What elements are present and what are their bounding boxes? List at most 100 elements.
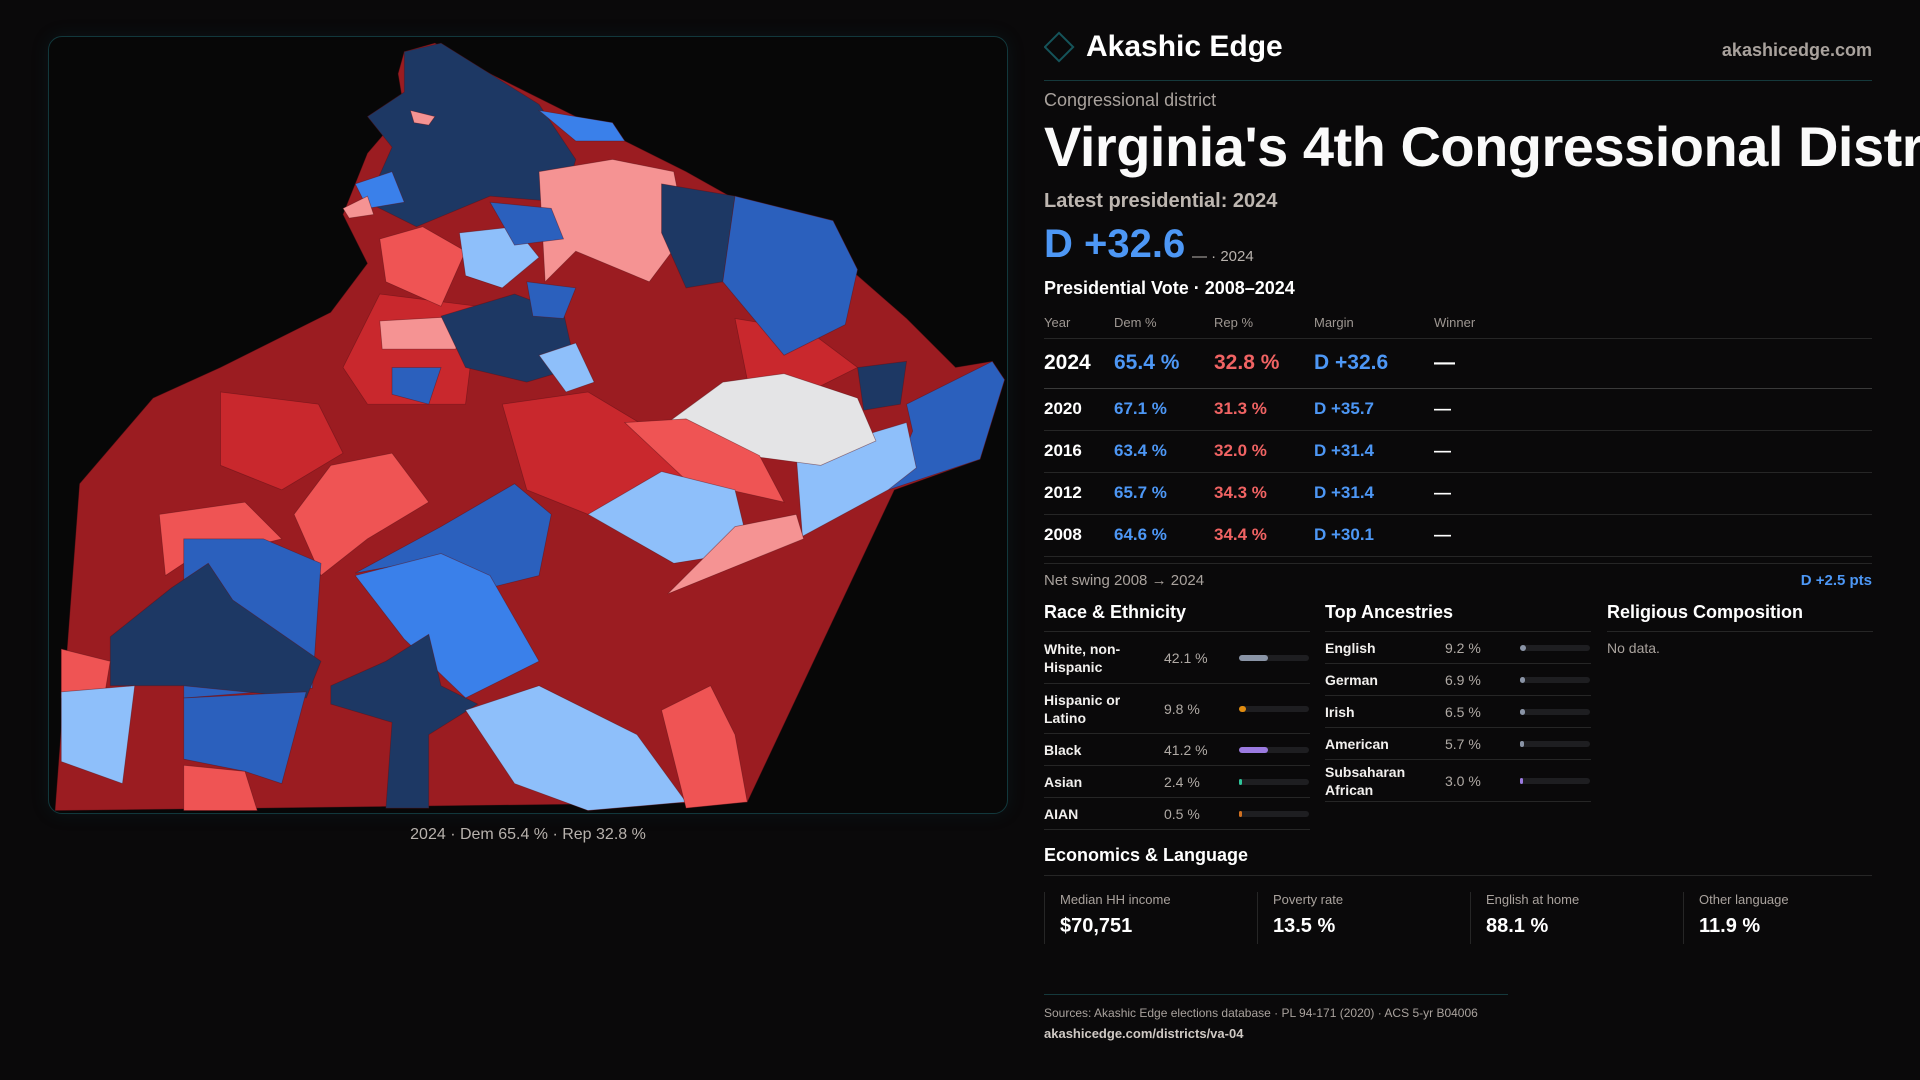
precinct-group[interactable]: [538, 342, 595, 393]
district-info-panel: Akashic Edge akashicedge.com Congression…: [1044, 0, 1920, 1080]
item-percent: 6.5 %: [1445, 703, 1481, 720]
stat-label: Poverty rate: [1273, 892, 1344, 907]
table-row: 2024 65.4 % 32.8 % D +32.6—: [1044, 338, 1872, 389]
col-rep: Rep %: [1214, 308, 1314, 339]
percent-bar-fill: [1520, 676, 1525, 683]
table-row: 2012 65.7 % 34.3 % D +31.4—: [1044, 472, 1872, 515]
stat-value: 13.5 %: [1273, 915, 1336, 937]
precinct-group[interactable]: [60, 685, 136, 785]
list-item: Subsaharan African 3.0 %: [1325, 760, 1591, 802]
item-percent: 9.8 %: [1164, 700, 1200, 717]
item-label: English: [1325, 639, 1376, 656]
cell-year: 2020: [1044, 388, 1114, 431]
percent-bar: [1520, 777, 1590, 784]
precinct-group[interactable]: [366, 42, 577, 228]
percent-bar-fill: [1239, 746, 1268, 753]
cell-rep: 31.3 %: [1214, 388, 1314, 431]
percent-bar-fill: [1239, 810, 1242, 817]
latest-margin: D +32.6: [1044, 222, 1186, 266]
precinct-group[interactable]: [661, 183, 736, 289]
diamond-icon: [1044, 31, 1075, 63]
item-label: White, non-Hispanic: [1044, 640, 1121, 675]
precinct-group[interactable]: [379, 315, 467, 350]
precinct-group[interactable]: [379, 226, 466, 307]
latest-presidential: Latest presidential: 2024: [1044, 190, 1278, 212]
cell-winner: —: [1434, 338, 1872, 389]
table-row: 2008 64.6 % 34.4 % D +30.1—: [1044, 514, 1872, 557]
precinct-group[interactable]: [526, 281, 577, 319]
cell-margin: D +35.7: [1314, 388, 1434, 431]
percent-bar-fill: [1520, 740, 1524, 747]
cell-margin: D +30.1: [1314, 514, 1434, 557]
precinct-group[interactable]: [887, 360, 1005, 491]
presidential-table: Year Dem % Rep % Margin Winner 2024 65.4 …: [1044, 308, 1872, 557]
percent-bar: [1520, 644, 1590, 651]
precinct-group[interactable]: [587, 471, 751, 564]
stat-value: $70,751: [1060, 915, 1133, 937]
stat-english: English at home 88.1 %: [1470, 892, 1683, 944]
cell-rep: 34.3 %: [1214, 472, 1314, 515]
list-item: Asian 2.4 %: [1044, 766, 1310, 798]
list-item: American 5.7 %: [1325, 728, 1591, 760]
list-item: German 6.9 %: [1325, 664, 1591, 696]
precinct-group[interactable]: [183, 764, 258, 811]
cell-dem: 64.6 %: [1114, 514, 1214, 557]
page-kicker: Congressional district: [1044, 90, 1217, 110]
page-url-link[interactable]: akashicedge.com/districts/va-04: [1044, 1026, 1244, 1041]
col-year: Year: [1044, 308, 1114, 339]
precinct-group[interactable]: [623, 418, 785, 503]
percent-bar: [1520, 708, 1590, 715]
table-row: 2016 63.4 % 32.0 % D +31.4—: [1044, 430, 1872, 473]
cell-year: 2008: [1044, 514, 1114, 557]
divider: [1044, 875, 1872, 876]
precinct-group[interactable]: [391, 367, 442, 405]
item-label: Black: [1044, 741, 1082, 758]
brand-name: Akashic Edge: [1086, 30, 1283, 63]
divider: [1044, 994, 1508, 995]
percent-bar-fill: [1239, 654, 1269, 661]
brand[interactable]: Akashic Edge: [1044, 30, 1283, 64]
precinct-group[interactable]: [667, 513, 805, 595]
col-winner: Winner: [1434, 308, 1872, 339]
item-label: AIAN: [1044, 805, 1079, 822]
presidential-heading: Presidential Vote · 2008–2024: [1044, 278, 1295, 298]
precinct-group[interactable]: [538, 159, 687, 283]
stat-value: 88.1 %: [1486, 915, 1549, 937]
precinct-group[interactable]: [489, 201, 565, 246]
ancestry-heading: Top Ancestries: [1325, 602, 1591, 632]
item-percent: 41.2 %: [1164, 741, 1208, 758]
precinct-group[interactable]: [342, 195, 375, 219]
precinct-map-svg[interactable]: [49, 37, 1007, 813]
item-percent: 5.7 %: [1445, 735, 1481, 752]
cell-winner: —: [1434, 388, 1872, 431]
percent-bar: [1239, 746, 1309, 753]
col-dem: Dem %: [1114, 308, 1214, 339]
sources: Sources: Akashic Edge elections database…: [1044, 1006, 1478, 1020]
item-percent: 2.4 %: [1164, 773, 1200, 790]
percent-bar-fill: [1239, 778, 1242, 785]
site-link[interactable]: akashicedge.com: [1721, 40, 1872, 60]
stat-label: Other language: [1699, 892, 1789, 907]
cell-margin: D +32.6: [1314, 338, 1434, 389]
stat-income: Median HH income $70,751: [1044, 892, 1257, 944]
district-map[interactable]: [48, 36, 1008, 814]
precinct-group[interactable]: [354, 553, 540, 699]
percent-bar-fill: [1520, 777, 1523, 784]
percent-bar: [1520, 676, 1590, 683]
stat-other-language: Other language 11.9 %: [1683, 892, 1896, 944]
percent-bar-fill: [1520, 708, 1525, 715]
precinct-group[interactable]: [661, 685, 748, 809]
table-row: 2020 67.1 % 31.3 % D +35.7—: [1044, 388, 1872, 431]
precinct-group[interactable]: [722, 195, 858, 356]
precinct-group[interactable]: [183, 691, 307, 785]
cell-year: 2012: [1044, 472, 1114, 515]
cell-rep: 32.8 %: [1214, 338, 1314, 389]
precinct-group[interactable]: [409, 109, 436, 126]
precinct-group[interactable]: [537, 109, 626, 142]
precinct-group[interactable]: [220, 391, 344, 491]
precinct-group[interactable]: [857, 360, 907, 411]
item-label: German: [1325, 671, 1378, 688]
precinct-group[interactable]: [330, 633, 479, 809]
precinct-group[interactable]: [293, 452, 430, 577]
item-label: American: [1325, 735, 1389, 752]
